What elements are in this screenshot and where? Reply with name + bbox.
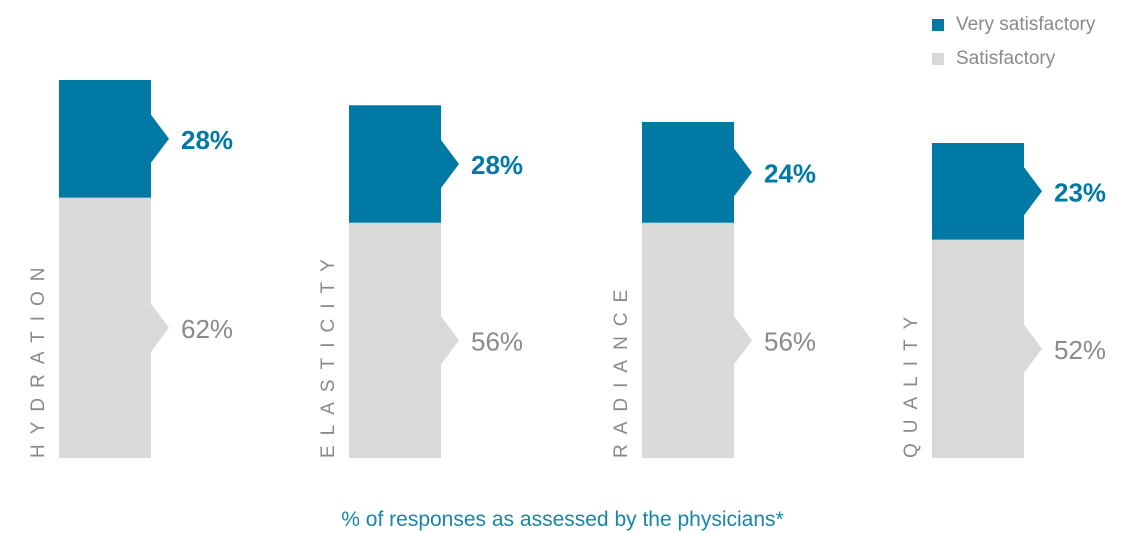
category-label-elasticity: ELASTICITY [318,249,339,458]
legend-item-very-satisfactory: Very satisfactory [932,14,1095,36]
legend: Very satisfactory Satisfactory [932,14,1095,82]
value-label-very-satisfactory-elasticity: 28% [471,150,523,180]
bar-very-satisfactory-hydration [59,80,169,198]
bar-very-satisfactory-radiance [642,122,752,223]
bar-very-satisfactory-elasticity [349,105,459,223]
legend-label-very-satisfactory: Very satisfactory [956,14,1096,35]
value-label-very-satisfactory-hydration: 28% [181,125,233,155]
category-label-radiance: RADIANCE [611,280,632,458]
legend-swatch-satisfactory [932,53,944,65]
legend-swatch-very-satisfactory [932,19,944,31]
value-label-very-satisfactory-quality: 23% [1054,177,1106,207]
bar-satisfactory-hydration [59,197,169,458]
value-label-satisfactory-quality: 52% [1054,335,1106,365]
category-label-hydration: HYDRATION [28,258,49,458]
bar-satisfactory-elasticity [349,222,459,458]
bar-satisfactory-quality [932,239,1042,458]
value-label-satisfactory-radiance: 56% [764,326,816,356]
value-label-very-satisfactory-radiance: 24% [764,158,816,188]
chart-caption: % of responses as assessed by the physic… [341,508,784,531]
legend-label-satisfactory: Satisfactory [956,48,1056,69]
category-label-quality: QUALITY [901,307,922,458]
value-label-satisfactory-elasticity: 56% [471,326,523,356]
bar-very-satisfactory-quality [932,143,1042,240]
bar-satisfactory-radiance [642,222,752,458]
value-label-satisfactory-hydration: 62% [181,314,233,344]
legend-item-satisfactory: Satisfactory [932,48,1095,70]
